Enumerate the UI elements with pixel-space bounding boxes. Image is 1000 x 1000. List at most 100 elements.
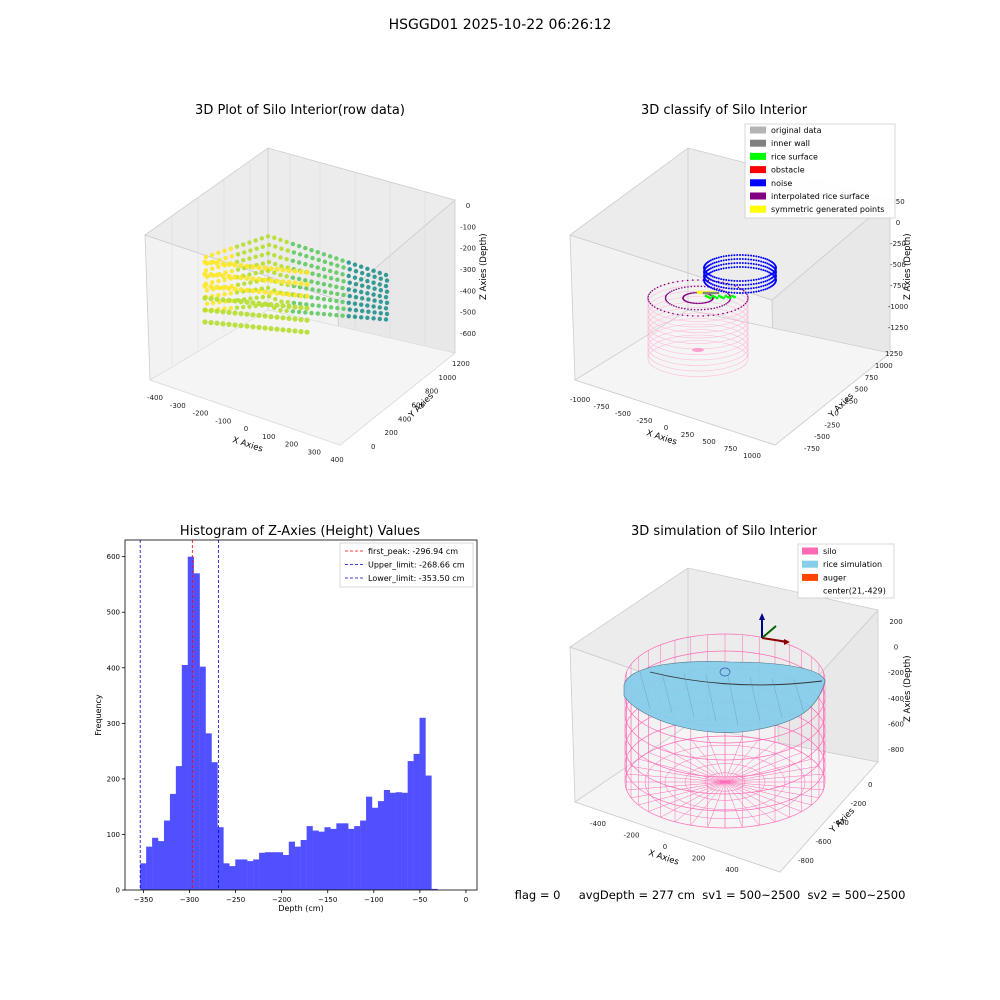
- histogram-bar: [276, 852, 284, 890]
- interpolated-point: [681, 314, 684, 316]
- data-point: [253, 303, 258, 309]
- tick-label: 1250: [885, 350, 903, 358]
- noise-point: [725, 258, 728, 261]
- rice-mesh-line: [639, 671, 651, 710]
- panel1-xlabel: X Axies: [231, 435, 264, 454]
- data-point: [335, 277, 340, 282]
- tick-label: -500: [814, 433, 830, 441]
- histogram-ylabel: Frequency: [94, 694, 103, 736]
- data-point: [216, 250, 221, 256]
- noise-point: [739, 262, 741, 264]
- data-point: [262, 265, 268, 271]
- noise-point: [774, 269, 777, 272]
- noise-point: [733, 291, 736, 294]
- rice-surface-point: [706, 295, 710, 299]
- noise-point: [764, 276, 767, 279]
- tick-label: -500: [890, 261, 906, 269]
- interpolated-point: [666, 293, 668, 296]
- panel4-xlabel: X Axies: [647, 848, 680, 867]
- rice-surface-point: [711, 294, 714, 298]
- data-point: [321, 267, 327, 272]
- noise-point: [747, 279, 750, 282]
- interpolated-point: [692, 292, 695, 294]
- silo-spoke: [707, 781, 726, 828]
- interpolated-point: [707, 308, 709, 310]
- data-point: [280, 315, 286, 321]
- data-point: [280, 291, 286, 297]
- data-point: [208, 296, 214, 302]
- noise-point: [762, 280, 765, 283]
- noise-point: [733, 283, 736, 286]
- noise-point: [720, 282, 723, 285]
- data-point: [274, 326, 280, 332]
- noise-point: [747, 287, 750, 290]
- histogram-bar: [282, 855, 289, 890]
- noise-point: [747, 291, 750, 294]
- interpolated-point: [742, 304, 745, 307]
- noise-point: [727, 283, 730, 286]
- data-point: [256, 312, 262, 318]
- noise-point: [760, 277, 763, 280]
- data-point: [223, 270, 228, 275]
- noise-point: [709, 263, 712, 266]
- panel1-title: 3D Plot of Silo Interior(row data): [195, 103, 405, 118]
- data-point: [372, 274, 377, 280]
- rice-ridge: [649, 671, 823, 686]
- histogram-bar: [360, 820, 367, 890]
- interpolated-point: [692, 302, 695, 304]
- data-point: [272, 270, 277, 276]
- noise-point: [747, 266, 750, 269]
- data-point: [214, 308, 220, 314]
- data-point: [274, 314, 280, 320]
- noise-point: [739, 288, 741, 290]
- data-point: [346, 314, 351, 319]
- data-point: [222, 248, 227, 253]
- data-point: [202, 259, 208, 265]
- tick-label: 250: [845, 398, 858, 406]
- noise-point: [709, 271, 712, 274]
- interpolated-point: [716, 306, 718, 309]
- histogram-bar: [175, 766, 183, 890]
- noise-point: [764, 288, 767, 291]
- silo-spoke: [648, 781, 726, 812]
- interpolated-point: [703, 308, 706, 311]
- legend-label: silo: [823, 547, 837, 556]
- noise-point: [736, 254, 739, 257]
- data-point: [285, 300, 290, 305]
- panel2-legend: original data inner wall rice surface obsta…: [744, 123, 896, 219]
- x-tick-label: −300: [180, 896, 199, 904]
- data-point: [232, 310, 238, 316]
- silo-floor-ring: [704, 772, 746, 792]
- data-point: [358, 302, 364, 307]
- data-point: [238, 311, 244, 317]
- data-point: [256, 324, 262, 330]
- noise-point: [717, 285, 720, 288]
- noise-point: [713, 288, 716, 291]
- data-point: [377, 305, 382, 310]
- interpolated-point: [746, 295, 749, 297]
- interpolated-point: [693, 308, 696, 311]
- noise-point: [760, 256, 763, 259]
- interpolated-point: [686, 279, 689, 282]
- rice-mesh-line: [661, 672, 673, 714]
- noise-point: [752, 262, 755, 265]
- data-point: [304, 253, 309, 259]
- data-point: [286, 291, 292, 297]
- legend-swatch: [802, 573, 818, 581]
- silo-spoke: [660, 746, 726, 783]
- histogram-bar: [199, 666, 206, 890]
- data-point: [242, 281, 247, 286]
- noise-point: [711, 275, 714, 278]
- tick-label: -400: [888, 695, 904, 703]
- tick-label: -750: [804, 445, 820, 453]
- center-axes-glyph: [759, 613, 790, 645]
- histogram-bar: [419, 717, 426, 890]
- noise-point: [747, 254, 750, 257]
- legend-swatch: [750, 139, 766, 147]
- noise-point: [766, 283, 769, 286]
- data-point: [347, 280, 352, 285]
- rice-simulation-surface: [623, 661, 826, 733]
- data-point: [316, 303, 321, 309]
- legend-swatch: [750, 166, 766, 174]
- data-point: [220, 321, 226, 327]
